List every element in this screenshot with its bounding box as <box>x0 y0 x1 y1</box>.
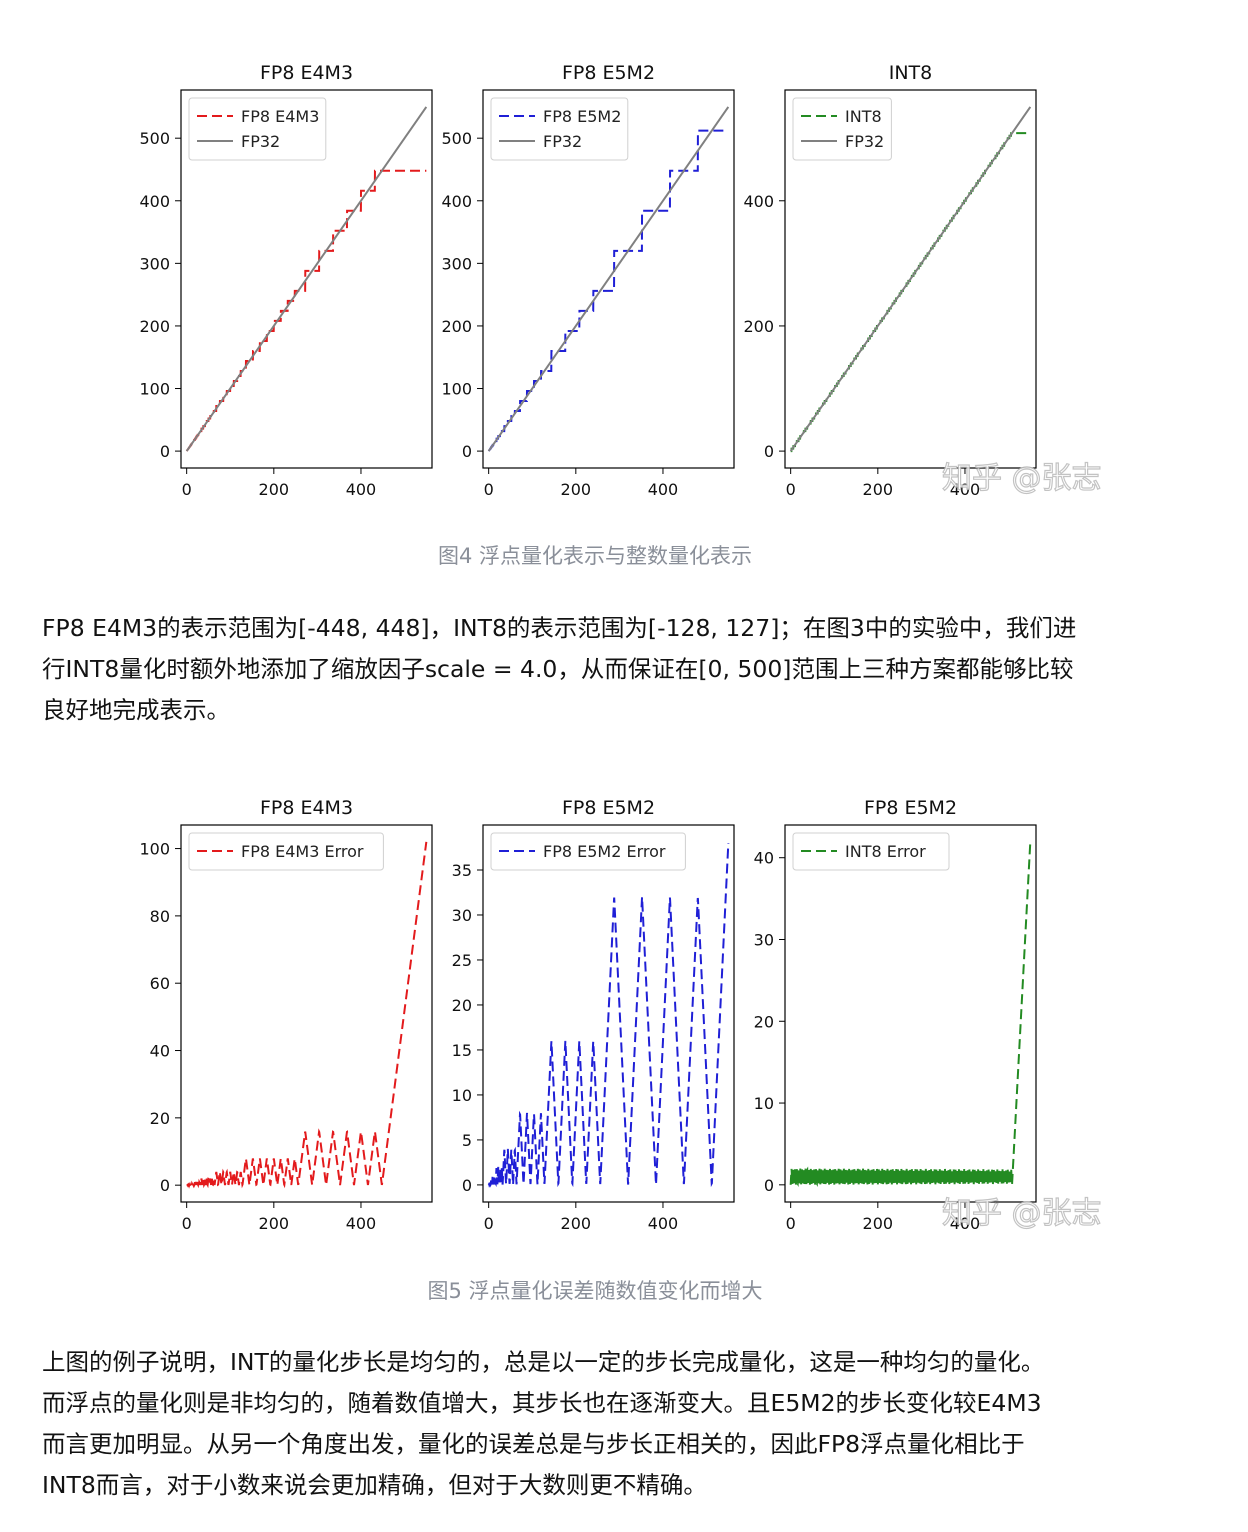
x-tick-label: 0 <box>484 480 494 499</box>
chart-panel-0: FP8 E4M3 0 200 400 0 100 200 300 400 500 FP8 E4M3 F… <box>139 62 432 499</box>
legend-label: INT8 Error <box>845 842 926 861</box>
chart-panel-5: FP8 E5M2 0 200 400 0 10 20 30 40 INT8 Error <box>754 797 1036 1233</box>
paragraph-conclusion: 上图的例子说明，INT的量化步长是均匀的，总是以一定的步长完成量化，这是一种均匀… <box>42 1342 1192 1506</box>
legend-label: FP8 E4M3 <box>241 107 319 126</box>
x-tick-label: 0 <box>484 1214 494 1233</box>
paragraph-line: 行INT8量化时额外地添加了缩放因子scale = 4.0，从而保证在[0, 5… <box>42 649 1192 690</box>
chart-title: FP8 E4M3 <box>260 797 353 819</box>
y-tick-label: 200 <box>441 317 472 336</box>
legend-label: FP32 <box>845 132 884 151</box>
y-tick-label: 300 <box>139 254 170 273</box>
paragraph-line: 上图的例子说明，INT的量化步长是均匀的，总是以一定的步长完成量化，这是一种均匀… <box>42 1342 1192 1383</box>
x-tick-label: 0 <box>182 480 192 499</box>
y-tick-label: 30 <box>452 906 472 925</box>
figure-quantization-representation: FP8 E4M3 0 200 400 0 100 200 300 400 500 FP8 E4M3 F… <box>0 40 1248 520</box>
y-tick-label: 300 <box>441 254 472 273</box>
y-tick-label: 20 <box>754 1012 774 1031</box>
y-tick-label: 5 <box>462 1131 472 1150</box>
y-tick-label: 0 <box>462 1176 472 1195</box>
series-line-fp8-e4m3 <box>187 171 427 451</box>
y-tick-label: 0 <box>764 442 774 461</box>
y-tick-label: 500 <box>139 129 170 148</box>
y-tick-label: 100 <box>139 380 170 399</box>
y-tick-label: 200 <box>743 317 774 336</box>
y-tick-label: 400 <box>441 192 472 211</box>
chart-panel-1: FP8 E5M2 0 200 400 0 100 200 300 400 500 FP8 E5M2 F… <box>441 62 734 499</box>
x-tick-label: 200 <box>863 1214 894 1233</box>
figure2-caption: 图5 浮点量化误差随数值变化而增大 <box>0 1275 1190 1305</box>
y-tick-label: 0 <box>462 442 472 461</box>
chart-panel-4: FP8 E5M2 0 200 400 0 5 10 15 20 25 30 35 FP8 E5M2 Er… <box>452 797 734 1233</box>
x-tick-label: 0 <box>182 1214 192 1233</box>
paragraph-line: 良好地完成表示。 <box>42 690 1192 731</box>
y-tick-label: 10 <box>452 1086 472 1105</box>
chart-panel-2: INT8 0 200 400 0 200 400 INT8 FP32 <box>743 62 1036 499</box>
y-tick-label: 0 <box>764 1176 774 1195</box>
x-tick-label: 200 <box>259 1214 290 1233</box>
x-tick-label: 400 <box>648 480 679 499</box>
y-tick-label: 400 <box>139 192 170 211</box>
plot-frame <box>785 825 1036 1202</box>
x-tick-label: 0 <box>786 1214 796 1233</box>
y-tick-label: 40 <box>754 849 774 868</box>
y-tick-label: 60 <box>150 974 170 993</box>
x-tick-label: 200 <box>561 1214 592 1233</box>
series-line-int8-error <box>791 841 1031 1184</box>
x-tick-label: 400 <box>346 1214 377 1233</box>
legend-label: INT8 <box>845 107 882 126</box>
legend-label: FP8 E4M3 Error <box>241 842 364 861</box>
paragraph-line: INT8而言，对于小数来说会更加精确，但对于大数则更不精确。 <box>42 1465 1192 1506</box>
chart-panel-3: FP8 E4M3 0 200 400 0 20 40 60 80 100 FP8 E4M3 Erro… <box>139 797 432 1233</box>
paragraph-line: 而浮点的量化则是非均匀的，随着数值增大，其步长也在逐渐变大。且E5M2的步长变化… <box>42 1383 1192 1424</box>
series-line-fp8-e4m3-error <box>187 842 427 1185</box>
watermark: 知乎 @张志 <box>942 1196 1102 1231</box>
y-tick-label: 200 <box>139 317 170 336</box>
x-tick-label: 200 <box>259 480 290 499</box>
y-tick-label: 20 <box>150 1109 170 1128</box>
y-tick-label: 35 <box>452 861 472 880</box>
y-tick-label: 100 <box>139 840 170 859</box>
x-tick-label: 400 <box>346 480 377 499</box>
figure-quantization-error: FP8 E4M3 0 200 400 0 20 40 60 80 100 FP8 E4M3 Erro… <box>0 775 1248 1245</box>
chart-title: FP8 E5M2 <box>562 797 655 819</box>
x-tick-label: 200 <box>863 480 894 499</box>
x-tick-label: 400 <box>648 1214 679 1233</box>
legend-label: FP8 E5M2 Error <box>543 842 666 861</box>
y-tick-label: 15 <box>452 1041 472 1060</box>
legend-label: FP32 <box>543 132 582 151</box>
chart-title: FP8 E5M2 <box>864 797 957 819</box>
y-tick-label: 400 <box>743 192 774 211</box>
y-tick-label: 80 <box>150 907 170 926</box>
x-tick-label: 200 <box>561 480 592 499</box>
series-line-fp8-e5m2 <box>489 131 729 451</box>
y-tick-label: 500 <box>441 129 472 148</box>
chart-title: FP8 E5M2 <box>562 62 655 84</box>
paragraph-line: FP8 E4M3的表示范围为[-448, 448]，INT8的表示范围为[-12… <box>42 608 1192 649</box>
figure1-caption: 图4 浮点量化表示与整数量化表示 <box>0 540 1190 570</box>
legend-label: FP32 <box>241 132 280 151</box>
legend-label: FP8 E5M2 <box>543 107 621 126</box>
y-tick-label: 25 <box>452 951 472 970</box>
chart-title: FP8 E4M3 <box>260 62 353 84</box>
series-line-fp8-e5m2-error <box>489 843 729 1185</box>
y-tick-label: 100 <box>441 380 472 399</box>
y-tick-label: 0 <box>160 1176 170 1195</box>
x-tick-label: 0 <box>786 480 796 499</box>
paragraph-line: 而言更加明显。从另一个角度出发，量化的误差总是与步长正相关的，因此FP8浮点量化… <box>42 1424 1192 1465</box>
paragraph-range-description: FP8 E4M3的表示范围为[-448, 448]，INT8的表示范围为[-12… <box>42 608 1192 731</box>
y-tick-label: 40 <box>150 1042 170 1061</box>
figure1-svg: FP8 E4M3 0 200 400 0 100 200 300 400 500 FP8 E4M3 F… <box>0 40 1248 520</box>
chart-title: INT8 <box>889 62 933 84</box>
watermark: 知乎 @张志 <box>942 461 1102 496</box>
y-tick-label: 20 <box>452 996 472 1015</box>
y-tick-label: 30 <box>754 930 774 949</box>
y-tick-label: 0 <box>160 442 170 461</box>
y-tick-label: 10 <box>754 1094 774 1113</box>
series-line-int8 <box>791 133 1031 451</box>
